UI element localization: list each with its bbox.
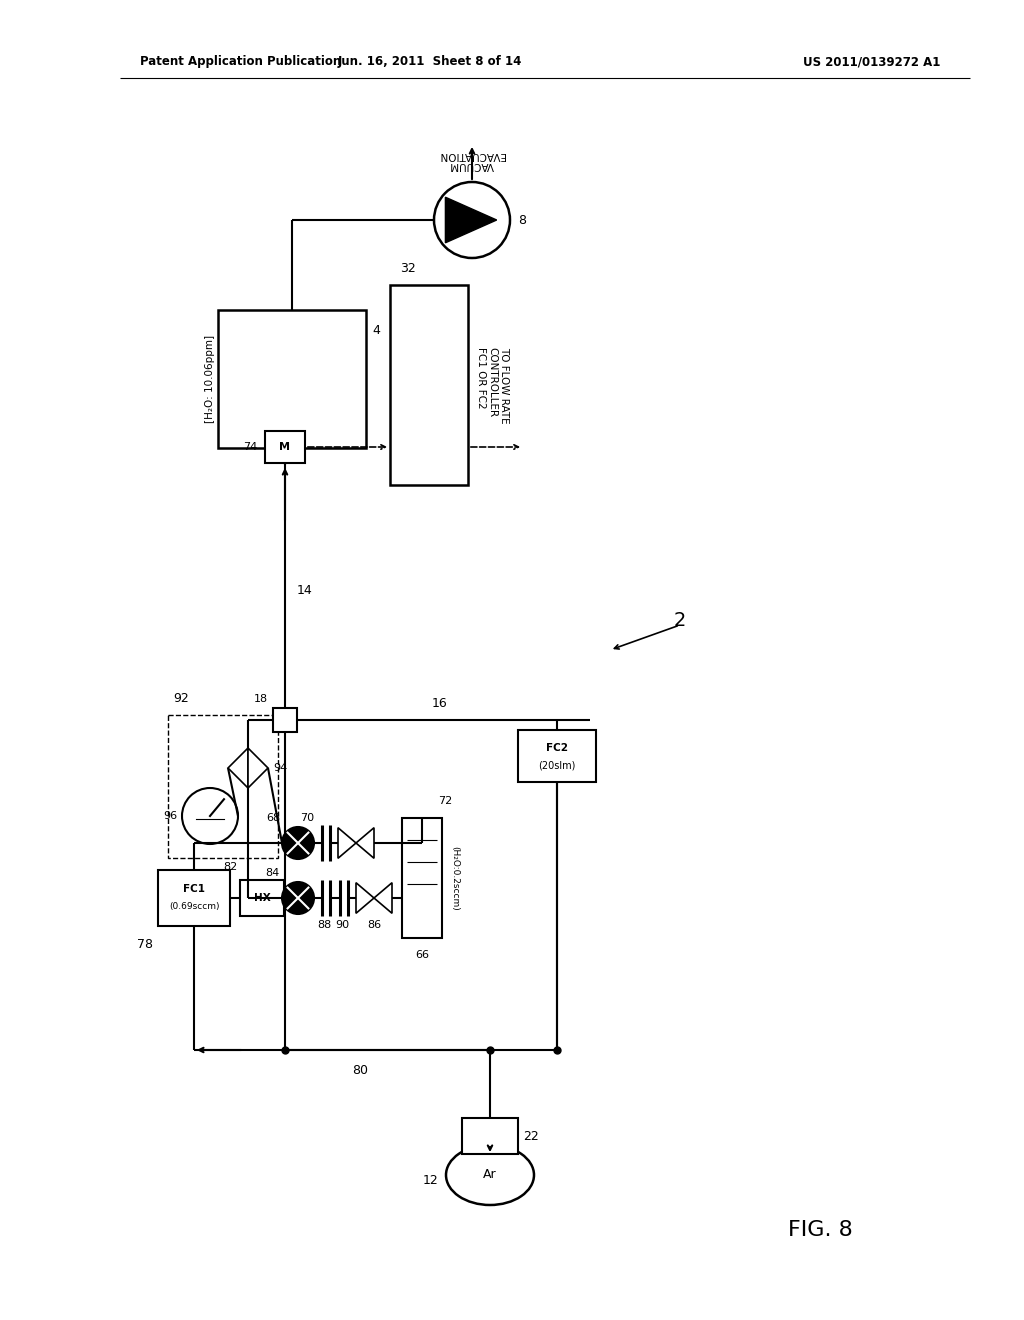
Text: 12: 12 [422, 1173, 438, 1187]
Circle shape [282, 828, 314, 859]
Bar [518, 730, 596, 781]
Text: 72: 72 [438, 796, 453, 807]
Bar [390, 285, 468, 484]
Text: US 2011/0139272 A1: US 2011/0139272 A1 [803, 55, 940, 69]
Bar [462, 1118, 518, 1154]
Text: 68: 68 [266, 813, 280, 822]
Text: 74: 74 [243, 442, 257, 451]
Text: 86: 86 [367, 920, 381, 931]
Text: (H₂O:0.2sccm): (H₂O:0.2sccm) [450, 846, 459, 911]
Circle shape [434, 182, 510, 257]
Text: 4: 4 [372, 323, 380, 337]
Circle shape [182, 788, 238, 843]
Text: FC1: FC1 [183, 884, 205, 894]
Text: M: M [280, 442, 291, 451]
Text: HX: HX [254, 894, 270, 903]
Polygon shape [248, 748, 268, 788]
Circle shape [282, 882, 314, 913]
Text: 2: 2 [674, 610, 686, 630]
Text: 80: 80 [352, 1064, 368, 1077]
Text: 66: 66 [415, 950, 429, 960]
Text: 16: 16 [432, 697, 447, 710]
Text: 94: 94 [273, 763, 288, 774]
Polygon shape [338, 828, 356, 858]
Text: 32: 32 [400, 261, 416, 275]
Text: 96: 96 [163, 810, 177, 821]
Text: 22: 22 [523, 1130, 539, 1143]
Text: Jun. 16, 2011  Sheet 8 of 14: Jun. 16, 2011 Sheet 8 of 14 [338, 55, 522, 69]
Polygon shape [356, 828, 374, 858]
Polygon shape [228, 748, 248, 788]
Text: FIG. 8: FIG. 8 [787, 1220, 852, 1239]
Text: (20slm): (20slm) [539, 762, 575, 771]
Text: 82: 82 [224, 862, 238, 873]
Bar [158, 870, 230, 927]
Text: EVACUATION: EVACUATION [438, 150, 505, 160]
Bar [168, 715, 278, 858]
Text: 78: 78 [137, 937, 153, 950]
Ellipse shape [446, 1144, 534, 1205]
Text: 8: 8 [518, 214, 526, 227]
Text: VACUUM: VACUUM [450, 160, 495, 170]
Text: Ar: Ar [483, 1168, 497, 1181]
Text: 18: 18 [254, 694, 268, 704]
Bar [273, 708, 297, 733]
Text: [H₂O: 10.06ppm]: [H₂O: 10.06ppm] [205, 335, 215, 424]
Polygon shape [374, 883, 392, 913]
Text: 84: 84 [266, 869, 280, 878]
Text: FC2: FC2 [546, 743, 568, 752]
Text: 92: 92 [173, 692, 188, 705]
Bar [240, 880, 284, 916]
Polygon shape [445, 197, 497, 243]
Bar [265, 432, 305, 463]
Text: Patent Application Publication: Patent Application Publication [140, 55, 341, 69]
Polygon shape [356, 883, 374, 913]
Text: 14: 14 [297, 583, 312, 597]
Text: 90: 90 [335, 920, 349, 931]
Bar [402, 818, 442, 939]
Text: 70: 70 [300, 813, 314, 822]
Text: 88: 88 [316, 920, 331, 931]
Text: TO FLOW RATE
CONTROLLER
FC1 OR FC2: TO FLOW RATE CONTROLLER FC1 OR FC2 [476, 347, 509, 424]
Text: (0.69sccm): (0.69sccm) [169, 903, 219, 912]
Bar [218, 310, 366, 447]
